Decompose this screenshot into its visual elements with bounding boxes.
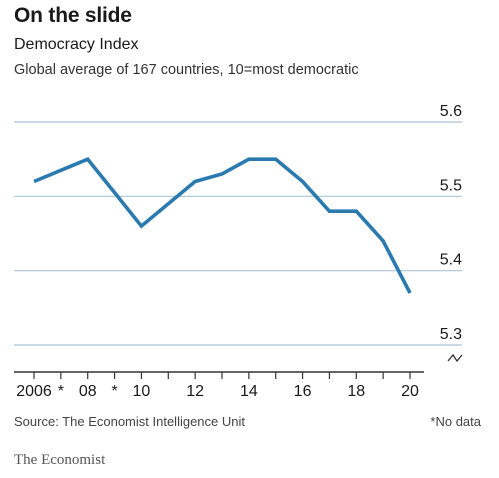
line-chart: 5.3 5.4 5.5 5.6 2006 * 08 * 10 12 14 16 18 20 [14, 103, 463, 400]
x-tick-label: * [111, 383, 117, 400]
brand-logo: The Economist [14, 452, 106, 468]
x-tick-label: 08 [79, 383, 97, 400]
chart-description: Global average of 167 countries, 10=most… [14, 62, 359, 78]
x-tick-label: 12 [186, 383, 204, 400]
x-tick-label: 2006 [16, 383, 52, 400]
x-tick-label: 14 [240, 383, 258, 400]
x-tick-label: 20 [401, 383, 419, 400]
chart-subtitle: Democracy Index [14, 36, 139, 53]
y-tick-label: 5.3 [440, 326, 462, 343]
y-tick-label: 5.4 [440, 252, 462, 269]
x-tick-label: 18 [347, 383, 365, 400]
x-tick-label: 10 [133, 383, 151, 400]
x-tick-label: * [58, 383, 64, 400]
y-tick-label: 5.5 [440, 177, 462, 194]
source-note: Source: The Economist Intelligence Unit [14, 414, 245, 429]
no-data-note: *No data [430, 414, 481, 429]
x-tick-label: 16 [294, 383, 312, 400]
axis-break-icon [447, 353, 463, 363]
series-line [33, 157, 412, 294]
chart-title: On the slide [14, 4, 132, 27]
y-tick-label: 5.6 [440, 103, 462, 120]
